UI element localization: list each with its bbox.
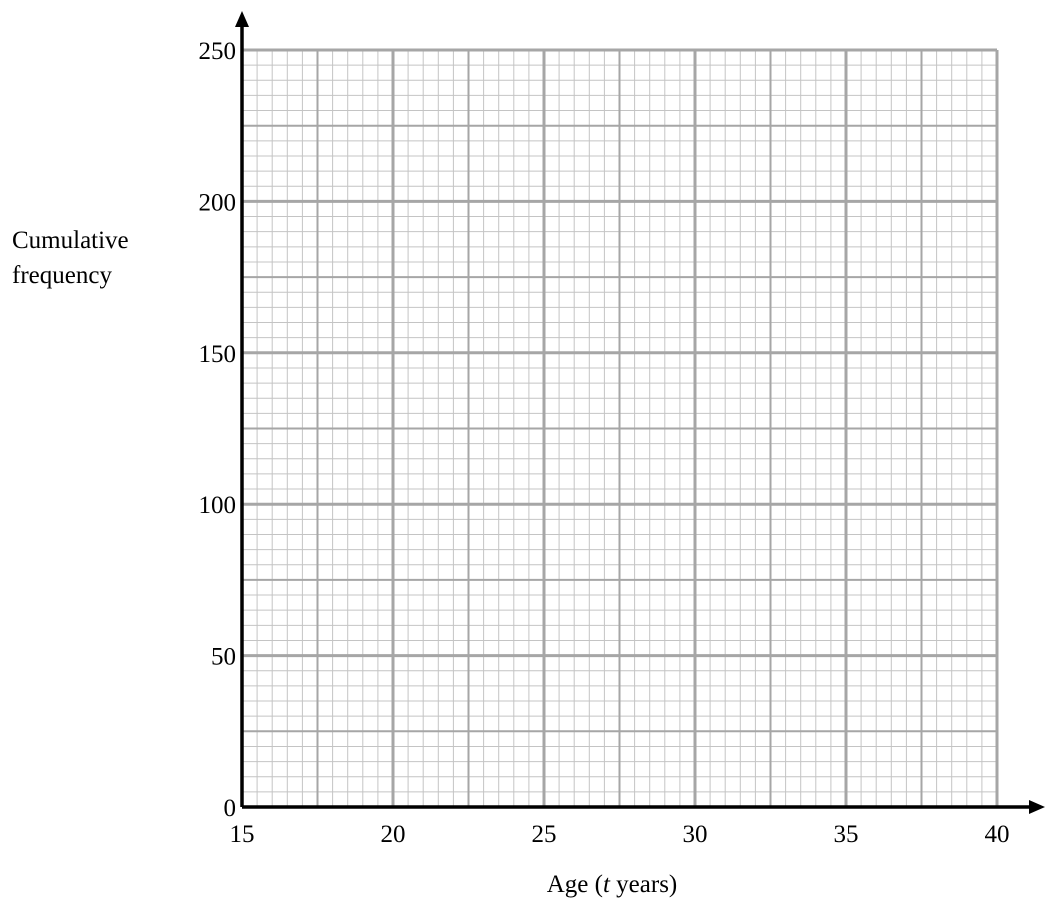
x-axis-title: Age (t years) bbox=[547, 871, 678, 898]
axes bbox=[235, 11, 1045, 814]
x-tick-label: 15 bbox=[230, 821, 255, 848]
y-axis-title-line-2: frequency bbox=[12, 262, 112, 289]
y-tick-label: 0 bbox=[224, 795, 237, 822]
x-axis-title-variable: t bbox=[603, 871, 611, 898]
x-axis-title-suffix: years) bbox=[610, 871, 677, 898]
x-axis-arrowhead bbox=[1029, 800, 1045, 814]
x-tick-label: 40 bbox=[985, 821, 1010, 848]
y-tick-label: 250 bbox=[199, 38, 237, 65]
y-axis-title-line-1: Cumulative bbox=[12, 227, 129, 254]
y-tick-label: 100 bbox=[199, 492, 237, 519]
x-tick-label: 35 bbox=[834, 821, 859, 848]
x-axis-title-prefix: Age ( bbox=[547, 871, 603, 898]
y-tick-labels: 0 50 100 150 200 250 bbox=[199, 38, 237, 822]
major-grid bbox=[240, 48, 999, 809]
y-tick-label: 200 bbox=[199, 189, 237, 216]
x-tick-label: 20 bbox=[381, 821, 406, 848]
y-axis-arrowhead bbox=[235, 11, 249, 27]
x-tick-label: 30 bbox=[683, 821, 708, 848]
y-tick-label: 50 bbox=[211, 644, 236, 671]
x-tick-labels: 15 20 25 30 35 40 bbox=[230, 821, 1010, 848]
y-tick-label: 150 bbox=[199, 341, 237, 368]
x-tick-label: 25 bbox=[532, 821, 557, 848]
